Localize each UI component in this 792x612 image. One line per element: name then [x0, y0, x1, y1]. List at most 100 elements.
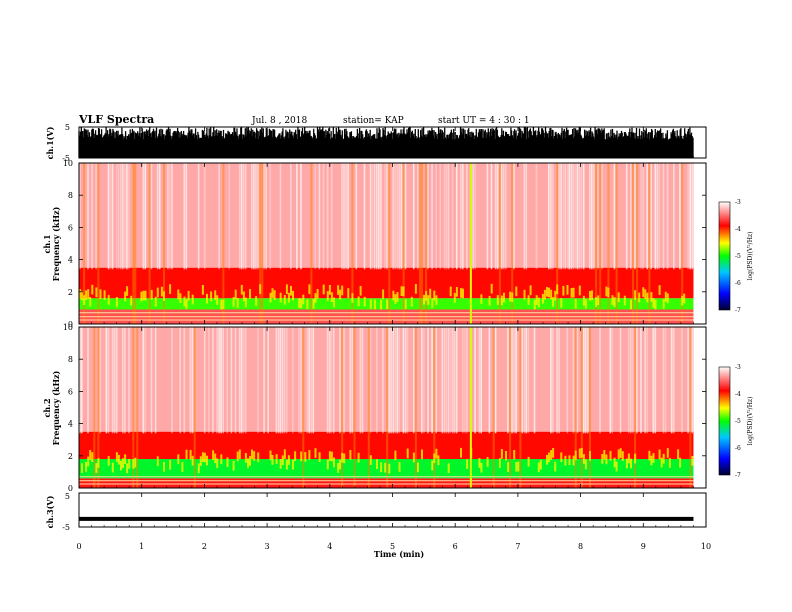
spectrogram-streak	[376, 459, 378, 469]
spectrogram-streak	[310, 163, 313, 324]
spectrogram-streak	[216, 295, 219, 305]
spectrogram-streak	[599, 163, 602, 324]
spectrogram-streak	[156, 163, 159, 270]
spectrogram-streak	[419, 163, 421, 324]
spectrogram-streak	[658, 285, 661, 295]
spectrogram-streak	[136, 327, 139, 488]
ch2-colorbar-tick: -4	[735, 391, 741, 398]
ch1-colorbar: -3 -4 -5 -6 -7 log(PSD)(V²/Hz)	[718, 199, 754, 314]
spectrogram-streak	[392, 163, 394, 270]
ytick-label: 4	[68, 256, 73, 265]
spectrogram-streak	[572, 163, 575, 270]
ch1-colorbar-tick: -7	[735, 307, 741, 314]
spectrogram-streak	[341, 163, 343, 270]
spectrogram-streak	[466, 327, 468, 434]
spectrogram-streak	[201, 452, 204, 462]
spectrogram-streak	[81, 290, 83, 301]
spectrogram-streak	[423, 327, 425, 434]
spectrogram-streak	[386, 299, 389, 309]
spectrogram-streak	[662, 453, 665, 464]
ytick-label: 10	[63, 159, 73, 168]
spectrogram-streak	[363, 163, 366, 270]
spectrogram-streak	[574, 450, 577, 461]
spectrogram-streak	[576, 327, 579, 434]
spectrogram-streak	[662, 327, 665, 434]
spectrogram-streak	[417, 462, 419, 473]
spectrogram-streak	[435, 163, 437, 270]
spectrogram-streak	[613, 297, 616, 307]
spectrogram-streak	[451, 163, 454, 270]
spectrogram-streak	[269, 163, 272, 270]
spectrogram-streak	[589, 451, 591, 461]
spectrogram-streak	[285, 327, 288, 434]
spectrogram-streak	[666, 163, 669, 270]
spectrogram-streak	[345, 163, 347, 270]
spectrogram-streak	[494, 163, 497, 270]
spectrogram-streak	[109, 163, 112, 270]
spectrogram-streak	[318, 163, 321, 270]
spectrogram-streak	[582, 295, 585, 306]
spectrogram-streak	[527, 295, 530, 305]
ch1-waveform-trace	[78, 127, 694, 158]
spectrogram-streak	[474, 163, 476, 270]
spectrogram-streak	[394, 327, 396, 434]
spectrogram-streak	[222, 299, 225, 310]
spectrogram-streak	[650, 455, 653, 466]
spectrogram-streak	[627, 453, 630, 464]
spectrogram-streak	[203, 327, 206, 434]
spectrogram-streak	[574, 298, 577, 309]
spectrogram-streak	[244, 297, 247, 308]
spectrogram-streak	[630, 299, 632, 310]
spectrogram-streak	[691, 456, 694, 466]
spectrogram-streak	[103, 290, 106, 300]
spectrogram-streak	[611, 295, 614, 305]
spectrogram-streak	[236, 451, 239, 462]
spectrogram-streak	[572, 455, 575, 466]
spectrogram-streak	[472, 163, 474, 270]
ch3-waveform-ylabel: ch.3(V)	[45, 495, 55, 528]
spectrogram-streak	[537, 297, 540, 308]
spectrogram-streak	[498, 458, 501, 468]
spectrogram-streak	[548, 163, 550, 270]
spectrogram-streak	[306, 299, 309, 310]
spectrogram-streak	[79, 327, 81, 434]
spectrogram-streak	[640, 327, 642, 434]
spectrogram-streak	[455, 287, 458, 297]
spectrogram-streak	[572, 287, 575, 298]
spectrogram-streak	[552, 163, 554, 270]
spectrogram-streak	[396, 327, 399, 434]
spectrogram-streak	[361, 327, 364, 434]
spectrogram-streak	[218, 327, 220, 434]
spectrogram-streak	[488, 295, 491, 306]
spectrogram-streak	[503, 163, 505, 270]
spectrogram-streak	[478, 327, 480, 434]
spectrogram-streak	[527, 456, 530, 467]
spectrogram-streak	[97, 163, 100, 324]
spectrogram-streak	[447, 463, 450, 474]
spectrogram-streak	[568, 455, 571, 465]
spectrogram-streak	[206, 455, 208, 466]
spectrogram-streak	[169, 460, 172, 470]
spectrogram-streak	[460, 288, 462, 298]
spectrogram-streak	[388, 463, 391, 474]
spectrogram-streak	[490, 163, 493, 270]
spectrogram-streak	[677, 449, 680, 459]
spectrogram-streak	[630, 327, 632, 434]
spectrogram-streak	[554, 461, 557, 472]
spectrogram-streak	[642, 163, 644, 270]
spectrogram-streak	[623, 295, 626, 306]
spectrogram-streak	[634, 163, 636, 270]
ch2-colorbar-gradient	[718, 366, 731, 476]
spectrogram-streak	[515, 462, 518, 472]
spectrogram-streak	[150, 327, 153, 434]
spectrogram-streak	[330, 327, 333, 434]
spectrogram-streak	[634, 453, 637, 464]
spectrogram-streak	[414, 327, 417, 488]
spectrogram-streak	[523, 163, 526, 270]
spectrogram-streak	[541, 293, 544, 304]
spectrogram-streak	[670, 327, 673, 434]
xtick-label: 4	[327, 542, 332, 551]
spectrogram-streak	[433, 327, 436, 488]
spectrogram-streak	[91, 452, 94, 462]
spectrogram-streak	[578, 285, 581, 296]
